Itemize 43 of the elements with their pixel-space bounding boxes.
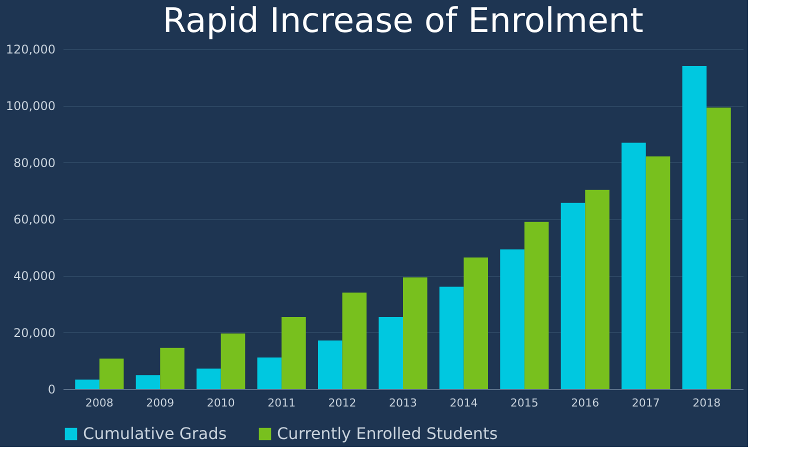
y-tick-label: 120,000 xyxy=(6,42,56,56)
bar xyxy=(585,190,610,389)
x-tick-label: 2011 xyxy=(268,396,296,410)
x-tick-label: 2008 xyxy=(85,396,114,410)
bar xyxy=(500,249,524,389)
x-tick-label: 2018 xyxy=(692,396,721,410)
bar xyxy=(378,317,403,389)
bar xyxy=(706,108,731,389)
y-tick-label: 0 xyxy=(48,382,56,396)
bar xyxy=(136,375,160,389)
bar xyxy=(560,202,586,389)
legend-label: Currently Enrolled Students xyxy=(277,424,498,443)
bar xyxy=(646,156,670,389)
bar xyxy=(403,277,428,389)
y-tick-label: 80,000 xyxy=(14,156,56,170)
y-tick-label: 20,000 xyxy=(14,326,56,340)
bar xyxy=(257,358,282,389)
bar xyxy=(464,258,488,389)
y-tick-label: 60,000 xyxy=(14,212,56,226)
bar xyxy=(75,380,100,389)
bar xyxy=(282,317,306,389)
bar xyxy=(439,286,464,389)
bar xyxy=(318,340,342,389)
bar xyxy=(99,358,124,389)
x-tick-label: 2010 xyxy=(206,396,235,410)
y-tick-label: 100,000 xyxy=(6,99,56,114)
x-tick-label: 2017 xyxy=(632,396,660,410)
bar xyxy=(682,66,707,389)
bar xyxy=(196,368,221,389)
bar xyxy=(622,142,646,389)
y-tick-label: 40,000 xyxy=(14,269,56,284)
x-tick-label: 2009 xyxy=(146,396,174,410)
bar xyxy=(220,333,246,389)
x-tick-label: 2016 xyxy=(571,396,600,410)
x-tick-label: 2015 xyxy=(510,396,538,410)
x-tick-label: 2012 xyxy=(328,396,356,410)
x-tick-label: 2013 xyxy=(389,396,417,410)
bar xyxy=(524,222,549,389)
bar xyxy=(342,292,367,389)
x-tick-label: 2014 xyxy=(450,396,478,410)
legend-label: Cumulative Grads xyxy=(83,424,227,443)
bar xyxy=(160,348,184,389)
chart-title: Rapid Increase of Enrolment xyxy=(162,1,644,41)
